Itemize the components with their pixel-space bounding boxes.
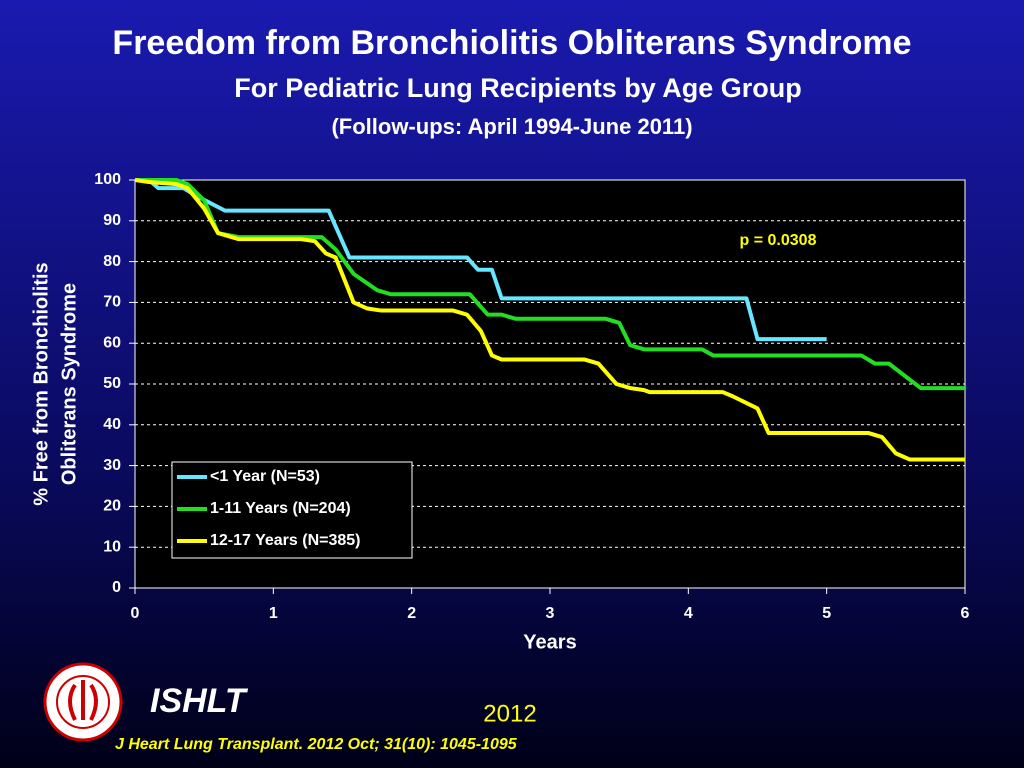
series-line: [135, 178, 827, 342]
y-tick-label: 0: [112, 579, 121, 596]
x-tick-label: 4: [684, 605, 693, 622]
chart-subtitle: (Follow-ups: April 1994-June 2011): [331, 114, 692, 139]
y-tick-label: 30: [103, 457, 121, 474]
y-tick-label: 40: [103, 416, 121, 433]
legend: <1 Year (N=53) 1-11 Years (N=204) 12-17 Ye…: [171, 461, 413, 559]
x-tick-label: 6: [961, 605, 970, 622]
x-tick-label: 0: [131, 605, 140, 622]
series-line: [134, 178, 965, 462]
legend-label: 12-17 Years (N=385): [210, 532, 360, 549]
y-tick-label: 100: [94, 171, 121, 188]
legend-label: <1 Year (N=53): [210, 468, 320, 485]
x-axis-label: Years: [523, 631, 576, 653]
x-tick-label: 1: [269, 605, 278, 622]
citation: J Heart Lung Transplant. 2012 Oct; 31(10…: [115, 736, 518, 753]
y-axis-label-line: % Free from Bronchiolitis: [30, 262, 52, 505]
y-tick-label: 80: [103, 253, 121, 270]
x-tick-label: 3: [546, 605, 555, 622]
logo-lungs: [68, 680, 98, 721]
logo: [43, 662, 123, 742]
org-name: ISHLT: [150, 682, 249, 720]
y-tick-label: 20: [103, 498, 121, 515]
y-tick-label: 50: [103, 375, 121, 392]
y-axis-label-line: Obliterans Syndrome: [58, 283, 80, 485]
legend-box: [171, 461, 413, 559]
legend-label: 1-11 Years (N=204): [210, 500, 351, 517]
annotation: p = 0.0308: [740, 232, 817, 249]
year: 2012: [483, 700, 536, 727]
y-tick-label: 60: [103, 334, 121, 351]
plot-frame: [134, 179, 966, 589]
x-tick-label: 2: [407, 605, 416, 622]
x-tick-label: 5: [822, 605, 831, 622]
y-axis-label: % Free from Bronchiolitis Obliterans Syn…: [30, 262, 80, 505]
chart-subtitle: For Pediatric Lung Recipients by Age Gro…: [234, 73, 802, 103]
chart-title: Freedom from Bronchiolitis Obliterans Sy…: [112, 24, 911, 62]
y-tick-label: 90: [103, 212, 121, 229]
y-tick-label: 70: [103, 294, 121, 311]
y-tick-label: 10: [103, 538, 121, 555]
